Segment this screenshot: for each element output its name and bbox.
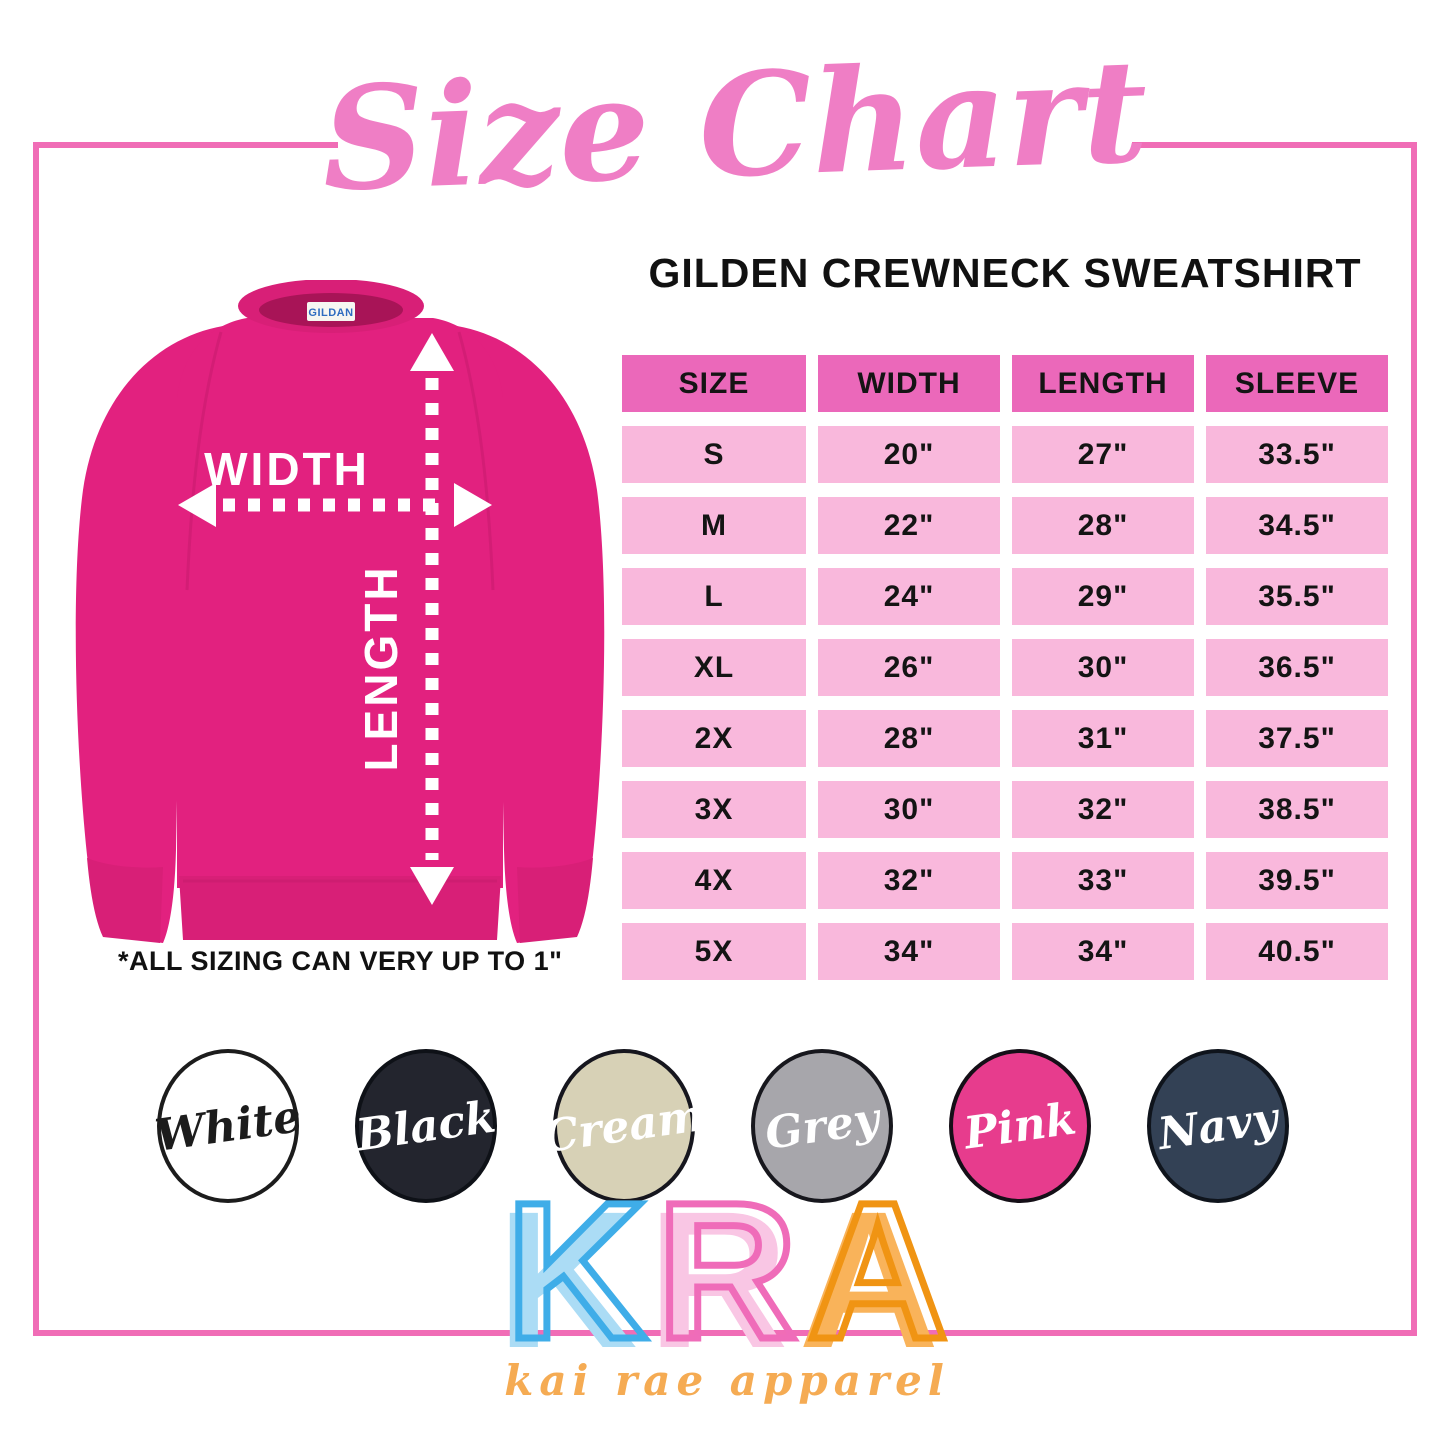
measurement-cell: 32" [1012, 781, 1194, 838]
left-armhole-seam [185, 331, 223, 591]
collar-tag [307, 302, 355, 321]
right-cuff [517, 858, 593, 943]
product-subtitle: GILDEN CREWNECK SWEATSHIRT [648, 250, 1362, 296]
measurement-cell: 20" [818, 426, 1000, 483]
brand-letter-outline: A [804, 1162, 952, 1380]
measurement-cell: 26" [818, 639, 1000, 696]
left-cuff [87, 858, 163, 943]
measurement-cell: 28" [1012, 497, 1194, 554]
sweatshirt-svg: GILDAN WIDTH LENGTH [75, 280, 605, 943]
measurement-cell: 35.5" [1206, 568, 1388, 625]
measurement-cell: 40.5" [1206, 923, 1388, 980]
size-cell: 2X [622, 710, 806, 767]
sweatshirt-illustration: GILDAN WIDTH LENGTH [45, 280, 635, 950]
color-swatch-black: Black [353, 1049, 499, 1203]
color-swatches: White Black Cream Grey Pink Navy [152, 1049, 1289, 1203]
torso [177, 318, 503, 888]
brand-letter-outline: K [502, 1162, 650, 1380]
width-arrow-label: WIDTH [204, 443, 370, 495]
measurement-cell: 33.5" [1206, 426, 1388, 483]
page-title: Size Chart [319, 28, 1151, 224]
measurement-cell: 30" [818, 781, 1000, 838]
size-cell: 3X [622, 781, 806, 838]
measurement-cell: 39.5" [1206, 852, 1388, 909]
swatch-label: Grey [761, 1092, 883, 1160]
measurement-cell: 31" [1012, 710, 1194, 767]
measurement-cell: 38.5" [1206, 781, 1388, 838]
sizing-note: *ALL SIZING CAN VERY UP TO 1" [118, 946, 563, 976]
title-block: Size Chart [320, 2, 1150, 250]
brand-tagline: kai rae apparel [504, 1356, 950, 1405]
measurement-cell: 32" [818, 852, 1000, 909]
measurement-cell: 37.5" [1206, 710, 1388, 767]
measurement-cell: 22" [818, 497, 1000, 554]
measurement-cell: 24" [818, 568, 1000, 625]
brand-letter-outline: R [653, 1162, 801, 1380]
size-cell: S [622, 426, 806, 483]
column-header-size: SIZE [622, 355, 806, 412]
brand-letter-fill: A [798, 1171, 940, 1389]
column-header-length: LENGTH [1012, 355, 1194, 412]
hem-band [179, 876, 501, 940]
measurement-cell: 30" [1012, 639, 1194, 696]
color-swatch-navy: Navy [1147, 1049, 1289, 1203]
length-arrow-label: LENGTH [355, 564, 407, 771]
size-cell: 5X [622, 923, 806, 980]
right-armhole-seam [457, 331, 495, 591]
measurement-cell: 33" [1012, 852, 1194, 909]
size-cell: XL [622, 639, 806, 696]
brand-letter-fill: R [647, 1171, 789, 1389]
swatch-label: Navy [1155, 1092, 1281, 1160]
color-swatch-pink: Pink [949, 1049, 1091, 1203]
measurement-cell: 29" [1012, 568, 1194, 625]
length-arrow [410, 333, 454, 905]
color-swatch-grey: Grey [751, 1049, 893, 1203]
size-cell: M [622, 497, 806, 554]
measurement-cell: 28" [818, 710, 1000, 767]
swatch-label: Pink [960, 1092, 1080, 1160]
size-chart-table: SIZE WIDTH LENGTH SLEEVE S 20" 27" 33.5" M 22" 28"… [622, 355, 1388, 980]
measurement-cell: 27" [1012, 426, 1194, 483]
color-swatch-white: White [152, 1049, 304, 1203]
measurement-cell: 34.5" [1206, 497, 1388, 554]
collar-tag-label: GILDAN [308, 307, 353, 319]
swatch-label: Black [353, 1091, 499, 1161]
measurement-cell: 34" [818, 923, 1000, 980]
brand-letter-fill: K [496, 1171, 638, 1389]
width-arrow [178, 483, 492, 527]
size-cell: L [622, 568, 806, 625]
measurement-cell: 34" [1012, 923, 1194, 980]
swatch-label: Cream [540, 1089, 708, 1163]
column-header-width: WIDTH [818, 355, 1000, 412]
size-cell: 4X [622, 852, 806, 909]
column-header-sleeve: SLEEVE [1206, 355, 1388, 412]
color-swatch-cream: Cream [541, 1049, 707, 1203]
measurement-cell: 36.5" [1206, 639, 1388, 696]
swatch-label: White [151, 1090, 305, 1162]
